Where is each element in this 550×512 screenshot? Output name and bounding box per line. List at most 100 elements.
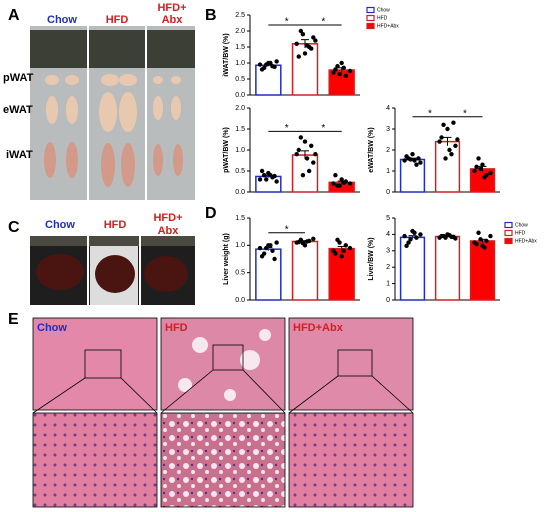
data-point — [309, 143, 314, 148]
group-label: Abx — [158, 225, 180, 237]
y-tick-label: 0.0 — [235, 189, 245, 196]
tissue-label: eWAT — [3, 104, 33, 116]
y-tick-label: 1 — [386, 280, 390, 287]
data-point — [304, 239, 310, 244]
y-tick-label: 0.0 — [235, 297, 245, 304]
data-point — [414, 162, 419, 167]
legend-swatch — [504, 221, 513, 229]
y-tick-label: 0 — [386, 189, 390, 196]
data-point — [339, 177, 344, 182]
y-tick-label: 0.5 — [235, 270, 245, 277]
data-point — [412, 230, 417, 235]
significance-label: * — [285, 123, 289, 134]
data-point — [333, 173, 338, 178]
group-label: HFD — [106, 14, 129, 26]
group-label: HFD+ — [153, 212, 182, 224]
group-label: Chow — [47, 14, 77, 26]
data-point — [311, 35, 316, 40]
panel-letter: D — [205, 205, 217, 222]
data-point — [298, 135, 304, 140]
data-point — [339, 254, 344, 259]
data-point — [264, 177, 269, 182]
data-point — [414, 235, 419, 240]
data-point — [306, 168, 312, 174]
data-point — [264, 245, 269, 251]
data-point — [274, 240, 279, 245]
y-tick-label: 0.5 — [235, 168, 245, 175]
panel-letter: A — [8, 7, 20, 24]
data-point — [333, 67, 338, 72]
group-label: Abx — [162, 14, 184, 26]
legend-swatch — [504, 237, 513, 245]
significance-label: * — [285, 17, 289, 28]
y-tick-label: 2 — [386, 264, 390, 271]
data-point — [296, 147, 301, 153]
data-point — [402, 158, 407, 163]
data-point — [268, 243, 273, 248]
data-point — [333, 251, 338, 256]
legend-label: HFD — [377, 15, 388, 21]
legend-label: HFD — [515, 230, 526, 236]
panel-letter: E — [8, 311, 19, 328]
data-point — [337, 72, 342, 77]
data-point — [313, 38, 318, 43]
data-point — [418, 160, 423, 165]
data-point — [418, 232, 423, 237]
photo-a — [30, 26, 195, 200]
data-point — [294, 152, 299, 157]
data-point — [337, 240, 342, 245]
tissue-label: iWAT — [6, 149, 33, 161]
y-tick-label: 0 — [386, 297, 390, 304]
data-point — [309, 46, 314, 51]
data-point — [300, 32, 306, 37]
data-point — [302, 51, 308, 56]
data-point — [482, 245, 487, 250]
data-point — [482, 175, 487, 180]
data-point — [410, 152, 415, 157]
data-point — [274, 59, 279, 64]
data-point — [406, 240, 411, 245]
legend-swatch — [504, 229, 513, 237]
data-point — [472, 168, 477, 174]
data-point — [347, 181, 353, 186]
data-point — [257, 245, 263, 251]
data-point — [257, 177, 263, 182]
y-tick-label: 3 — [386, 248, 390, 255]
data-point — [416, 156, 421, 161]
legend-swatch — [366, 6, 375, 14]
data-point — [478, 166, 483, 172]
data-point — [484, 238, 489, 244]
group-label: HFD+Abx — [293, 322, 344, 334]
significance-label: * — [321, 123, 325, 134]
y-tick-label: 2.0 — [235, 105, 245, 112]
data-point — [337, 183, 342, 188]
data-point — [488, 170, 493, 176]
data-point — [408, 157, 413, 162]
data-point — [474, 242, 479, 247]
bar — [434, 235, 461, 301]
panel-letter: B — [205, 7, 217, 24]
data-point — [339, 60, 344, 66]
data-point — [488, 233, 493, 239]
y-axis-label: Liver weight (g) — [223, 233, 230, 285]
data-point — [443, 235, 448, 240]
data-point — [480, 162, 485, 167]
data-point — [478, 237, 483, 242]
significance-label: * — [463, 108, 467, 119]
data-point — [451, 120, 456, 125]
data-point — [311, 236, 316, 241]
data-point — [304, 43, 310, 48]
panel-letter: C — [8, 219, 20, 236]
significance-label: * — [285, 224, 289, 235]
y-tick-label: 1.0 — [235, 147, 245, 154]
y-tick-label: 1.0 — [235, 242, 245, 249]
data-point — [296, 239, 301, 245]
group-label: HFD — [165, 322, 188, 334]
data-point — [272, 173, 277, 179]
data-point — [331, 181, 336, 186]
data-point — [404, 154, 409, 159]
group-label: Chow — [45, 219, 75, 231]
tissue-label: pWAT — [3, 72, 34, 84]
data-point — [296, 54, 301, 59]
